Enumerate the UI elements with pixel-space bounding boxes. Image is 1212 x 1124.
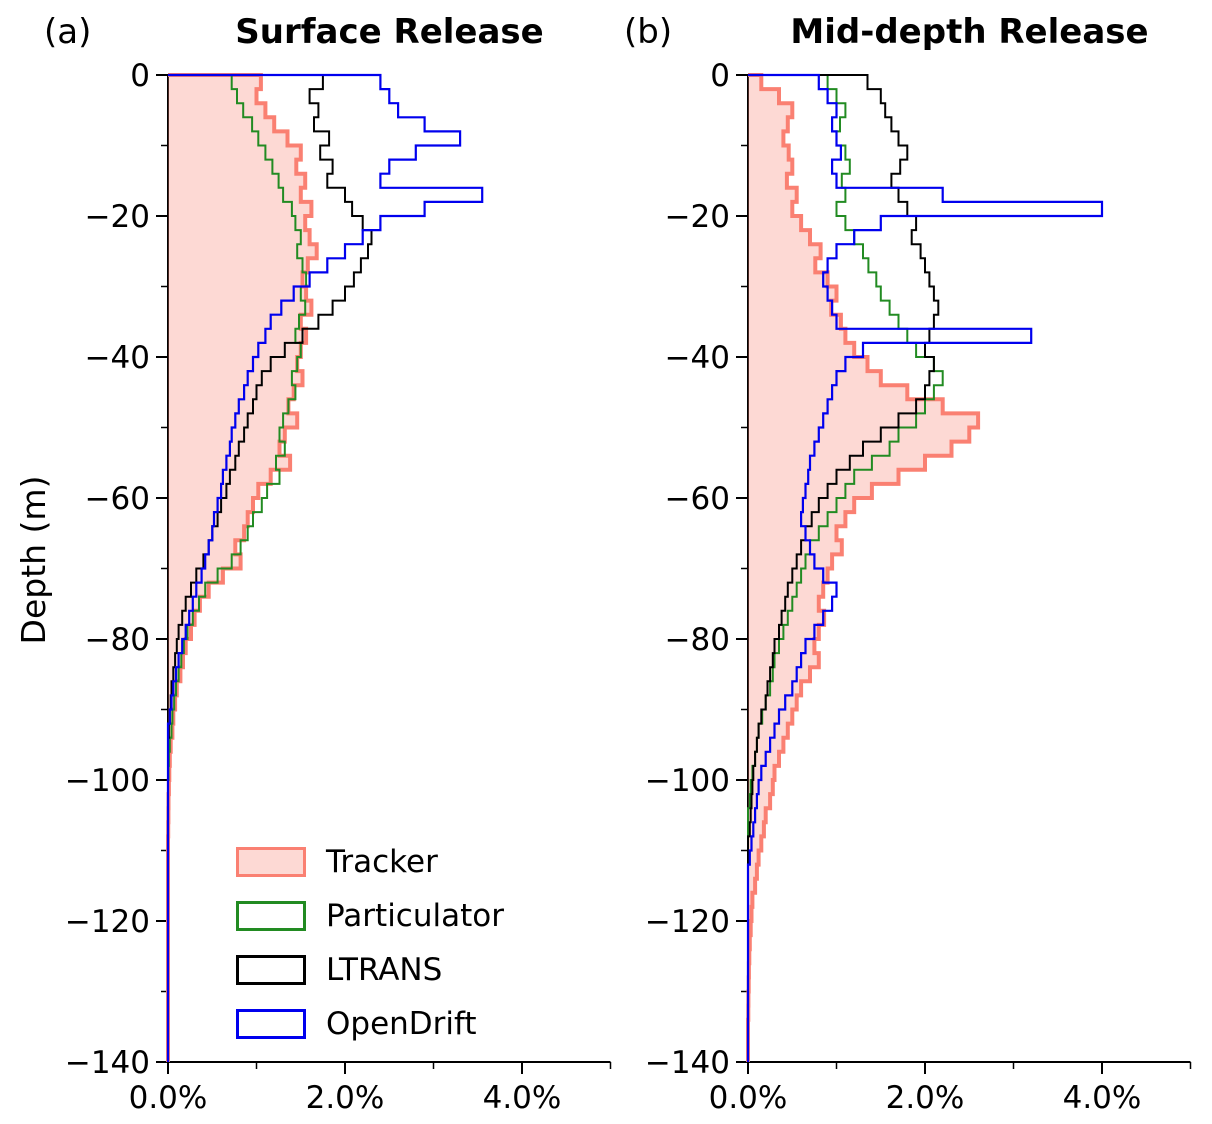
y-tick-label-b: −60 <box>665 481 730 517</box>
y-axis-label: Depth (m) <box>14 475 53 645</box>
y-tick-label-b: −120 <box>645 904 730 940</box>
ltrans-swatch <box>236 955 306 985</box>
y-tick-label-b: −100 <box>645 763 730 799</box>
panel-b-title: Mid-depth Release <box>790 12 1149 52</box>
particulator-swatch <box>236 901 306 931</box>
panel-b-label: (b) <box>624 12 673 52</box>
tracker-fill-a <box>168 75 317 1062</box>
panel-a-label: (a) <box>44 12 92 52</box>
y-tick-label-b: −20 <box>665 199 730 235</box>
legend-label-particulator: Particulator <box>326 898 504 934</box>
legend-label-tracker: Tracker <box>326 844 438 880</box>
legend-item-ltrans: LTRANS <box>236 954 504 986</box>
y-tick-label-a: −140 <box>65 1045 150 1081</box>
y-tick-label-a: −120 <box>65 904 150 940</box>
y-tick-label-a: −20 <box>85 199 150 235</box>
legend-item-opendrift: OpenDrift <box>236 1008 504 1040</box>
x-tick-label-b: 0.0% <box>709 1080 788 1116</box>
legend: Tracker Particulator LTRANS OpenDrift <box>236 846 504 1062</box>
y-tick-label-b: −140 <box>645 1045 730 1081</box>
y-tick-label-b: −40 <box>665 340 730 376</box>
y-tick-label-b: −80 <box>665 622 730 658</box>
x-tick-label-a: 0.0% <box>129 1080 208 1116</box>
legend-label-ltrans: LTRANS <box>326 952 443 988</box>
x-tick-label-a: 2.0% <box>306 1080 385 1116</box>
tracker-line-b <box>746 73 981 1062</box>
opendrift-line-b <box>746 73 1104 1062</box>
opendrift-line-a <box>166 73 484 1062</box>
tracker-fill-b <box>748 75 979 1062</box>
y-tick-label-a: −80 <box>85 622 150 658</box>
legend-item-tracker: Tracker <box>236 846 504 878</box>
tracker-swatch <box>236 847 306 877</box>
y-tick-label-a: 0 <box>130 58 150 94</box>
x-tick-label-a: 4.0% <box>483 1080 562 1116</box>
y-tick-label-a: −100 <box>65 763 150 799</box>
y-tick-label-b: 0 <box>710 58 730 94</box>
legend-item-particulator: Particulator <box>236 900 504 932</box>
panel-a-title: Surface Release <box>235 12 544 52</box>
particulator-line-b <box>747 74 944 1062</box>
x-tick-label-b: 2.0% <box>886 1080 965 1116</box>
y-tick-label-a: −60 <box>85 481 150 517</box>
y-tick-label-a: −40 <box>85 340 150 376</box>
x-tick-label-b: 4.0% <box>1063 1080 1142 1116</box>
opendrift-swatch <box>236 1009 306 1039</box>
legend-label-opendrift: OpenDrift <box>326 1006 477 1042</box>
